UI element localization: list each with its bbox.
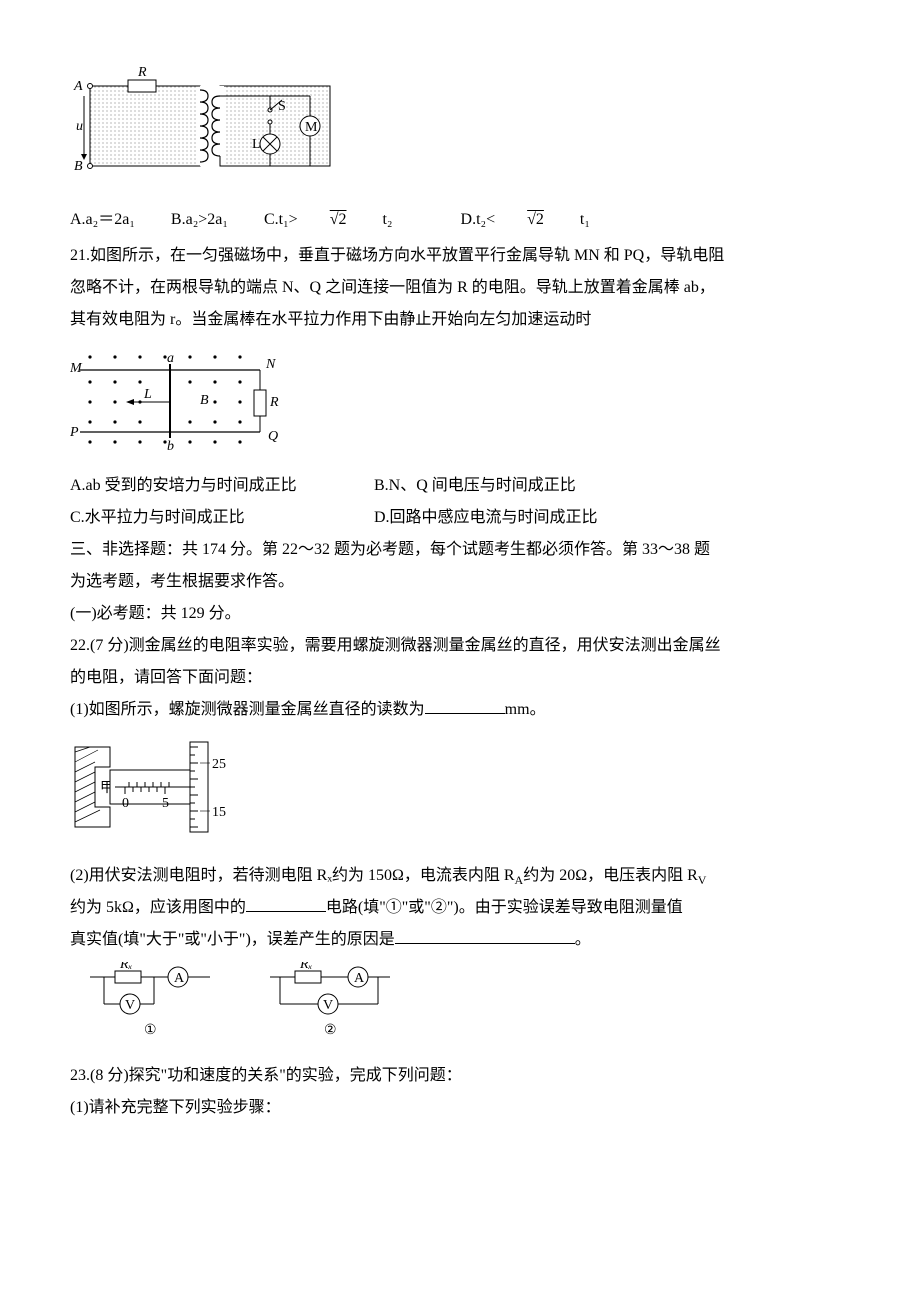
a-label: a — [167, 351, 174, 366]
q21-options-row2: C.水平拉力与时间成正比 D.回路中感应电流与时间成正比 — [70, 502, 850, 534]
main-0: 0 — [122, 796, 129, 811]
q21-opt-b: B.N、Q 间电压与时间成正比 — [374, 477, 576, 494]
q-label: Q — [268, 429, 278, 444]
q21-options-row1: A.ab 受到的安培力与时间成正比 B.N、Q 间电压与时间成正比 — [70, 470, 850, 502]
q22-p2-line1: (2)用伏安法测电阻时，若待测电阻 Rₓ约为 150Ω，电流表内阻 RA约为 2… — [70, 860, 850, 892]
q21-opt-c: C.水平拉力与时间成正比 — [70, 502, 370, 534]
l-label: L — [252, 137, 261, 152]
r-label: R — [269, 395, 279, 410]
q21-stem-1: 21.如图所示，在一匀强磁场中，垂直于磁场方向水平放置平行金属导轨 MN 和 P… — [70, 240, 850, 272]
s-label: S — [278, 99, 286, 114]
section3-line2: 为选考题，考生根据要求作答。 — [70, 566, 850, 598]
m-label: M — [70, 361, 83, 376]
q21-opt-a: A.ab 受到的安培力与时间成正比 — [70, 470, 370, 502]
v1: V — [125, 998, 135, 1013]
q20-figure: R A B u S L M — [70, 66, 850, 198]
rx1: Rₓ — [119, 962, 133, 972]
v2: V — [323, 998, 333, 1013]
blank-diameter — [425, 697, 505, 714]
q22-stem2: 的电阻，请回答下面问题： — [70, 662, 850, 694]
blank-reason — [395, 927, 575, 944]
q22-stem1: 22.(7 分)测金属丝的电阻率实验，需要用螺旋测微器测量金属丝的直径，用伏安法… — [70, 630, 850, 662]
p-label: P — [70, 425, 79, 440]
a1: A — [174, 971, 185, 986]
label-1: ① — [144, 1023, 157, 1038]
micrometer-figure: 甲 0 5 — [70, 732, 850, 854]
main-5: 5 — [162, 796, 169, 811]
q21-opt-d: D.回路中感应电流与时间成正比 — [374, 509, 598, 526]
section3-sub1: (一)必考题：共 129 分。 — [70, 598, 850, 630]
q21-figure: R a b M N P Q L B — [70, 342, 850, 464]
q23-p1: (1)请补充完整下列实验步骤： — [70, 1092, 850, 1124]
label-2: ② — [324, 1023, 337, 1038]
q22-p2-line3: 真实值(填"大于"或"小于")，误差产生的原因是。 — [70, 924, 850, 956]
section3-line1: 三、非选择题：共 174 分。第 22～32 题为必考题，每个试题考生都必须作答… — [70, 534, 850, 566]
thimble-15: 15 — [212, 805, 226, 820]
q21-stem-2: 忽略不计，在两根导轨的端点 N、Q 之间连接一阻值为 R 的电阻。导轨上放置着金… — [70, 272, 850, 304]
r-label: R — [137, 66, 147, 80]
q20-opt-c: C.t₁>√2 t₂ — [264, 211, 425, 228]
m-label: M — [305, 120, 318, 135]
thimble-25: 25 — [212, 757, 226, 772]
q22-p1: (1)如图所示，螺旋测微器测量金属丝直径的读数为mm。 — [70, 694, 850, 726]
q21-stem-3: 其有效电阻为 r。当金属棒在水平拉力作用下由静止开始向左匀加速运动时 — [70, 304, 850, 336]
q20-opt-a: A.a₂＝2a₁ — [70, 211, 135, 228]
bfield-label: B — [200, 393, 209, 408]
blank-circuit — [246, 895, 326, 912]
q23-stem: 23.(8 分)探究"功和速度的关系"的实验，完成下列问题： — [70, 1060, 850, 1092]
q22-p2-line2: 约为 5kΩ，应该用图中的电路(填"①"或"②")。由于实验误差导致电阻测量值 — [70, 892, 850, 924]
n-label: N — [265, 357, 276, 372]
q20-options: A.a₂＝2a₁ B.a₂>2a₁ C.t₁>√2 t₂ D.t₂<√2 t₁ — [70, 204, 850, 236]
b-label: B — [74, 159, 83, 174]
a-label: A — [73, 79, 83, 94]
q20-opt-d: D.t₂<√2 t₁ — [461, 211, 622, 228]
b-label: b — [167, 439, 174, 452]
l-label: L — [143, 387, 152, 402]
rx2: Rₓ — [299, 962, 313, 972]
a2: A — [354, 971, 365, 986]
circuit-figure: Rₓ A V ① Rₓ A V — [70, 962, 850, 1054]
q20-opt-b: B.a₂>2a₁ — [171, 211, 228, 228]
u-label: u — [76, 119, 83, 134]
